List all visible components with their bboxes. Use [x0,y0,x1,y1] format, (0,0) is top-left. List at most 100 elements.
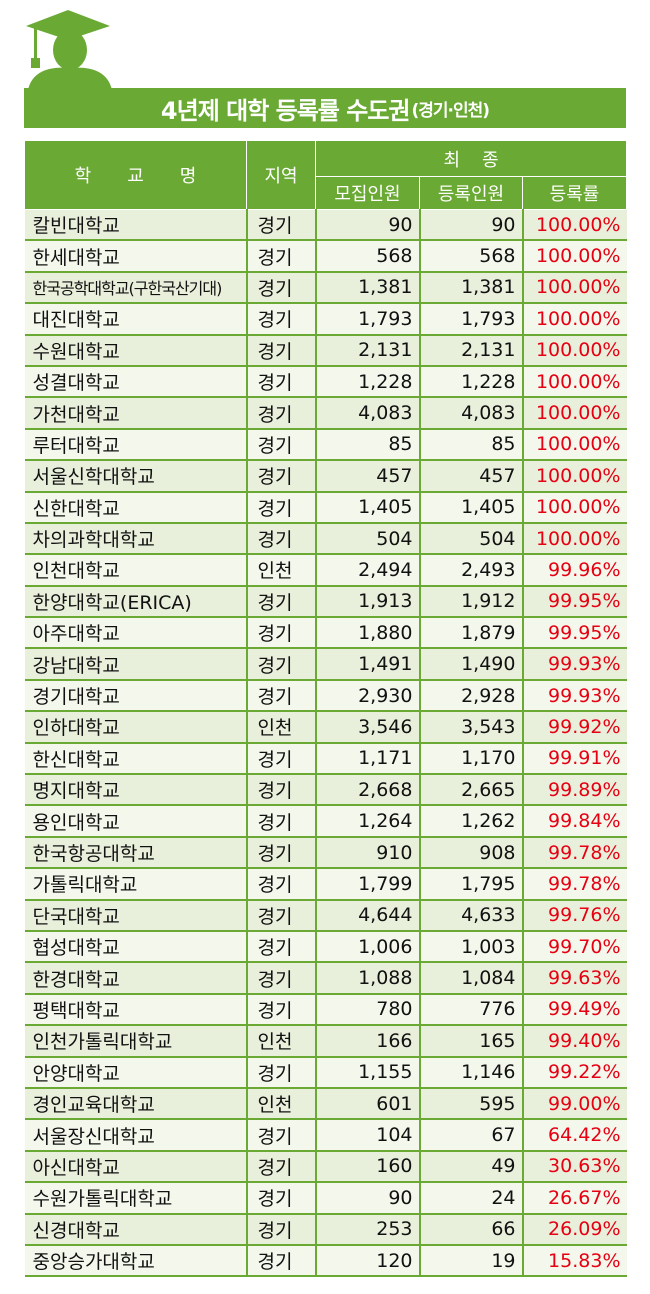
enrolled-count: 3,543 [419,711,524,744]
region: 경기 [246,1182,317,1215]
enrollment-rate: 99.76% [522,899,627,932]
region: 경기 [246,303,317,336]
school-name: 인하대학교 [24,711,248,744]
header-enrolled: 등록인원 [419,176,523,210]
region: 경기 [246,617,317,650]
region: 경기 [246,522,317,556]
recruit-count: 1,405 [315,491,421,524]
table-row: 한세대학교 경기 568 568 100.00% [24,240,627,273]
table-row: 강남대학교 경기 1,491 1,490 99.93% [24,648,627,681]
table-row: 한신대학교 경기 1,171 1,170 99.91% [24,742,627,776]
enrollment-rate: 100.00% [522,240,627,273]
enrollment-rate: 100.00% [522,365,627,399]
table-row: 인천대학교 인천 2,494 2,493 99.96% [24,554,627,587]
recruit-count: 2,131 [315,334,421,367]
header-school: 학교명 [24,140,247,210]
enrollment-rate: 99.78% [522,836,627,870]
region: 경기 [246,240,317,273]
enrolled-count: 2,665 [419,774,524,807]
enrolled-count: 85 [419,428,524,462]
region: 경기 [246,1150,317,1184]
region: 경기 [246,365,317,399]
enrollment-rate: 100.00% [522,491,627,524]
table-row: 평택대학교 경기 780 776 99.49% [24,993,627,1027]
school-name: 경기대학교 [24,679,248,713]
school-name: 안양대학교 [24,1056,248,1089]
region: 인천 [246,711,317,744]
region: 인천 [246,1087,317,1121]
enrolled-count: 1,879 [419,617,524,650]
recruit-count: 1,155 [315,1056,421,1089]
school-name: 한신대학교 [24,742,248,776]
region: 경기 [246,397,317,430]
region: 경기 [246,836,317,870]
region: 경기 [246,491,317,524]
school-name: 서울장신대학교 [24,1119,248,1152]
region: 인천 [246,554,317,587]
school-name: 강남대학교 [24,648,248,681]
enrollment-rate: 100.00% [522,428,627,462]
table-row: 가톨릭대학교 경기 1,799 1,795 99.78% [24,868,627,901]
enrolled-count: 2,493 [419,554,524,587]
school-name: 인천가톨릭대학교 [24,1025,248,1058]
region: 인천 [246,1025,317,1058]
enrolled-count: 595 [419,1087,524,1121]
enrolled-count: 1,003 [419,930,524,964]
recruit-count: 1,880 [315,617,421,650]
enrolled-count: 66 [419,1213,524,1246]
table-row: 한국항공대학교 경기 910 908 99.78% [24,836,627,870]
table-row: 중앙승가대학교 경기 120 19 15.83% [24,1244,627,1278]
enrollment-rate: 100.00% [522,460,627,493]
recruit-count: 1,381 [315,271,421,305]
school-name: 차의과학대학교 [24,522,248,556]
region: 경기 [246,648,317,681]
table-row: 한국공학대학교(구한국산기대) 경기 1,381 1,381 100.00% [24,271,627,305]
school-name: 명지대학교 [24,774,248,807]
enrollment-rate: 100.00% [522,209,627,242]
enrolled-count: 67 [419,1119,524,1152]
region: 경기 [246,460,317,493]
recruit-count: 4,644 [315,899,421,932]
enrolled-count: 1,084 [419,962,524,995]
region: 경기 [246,428,317,462]
table-row: 한경대학교 경기 1,088 1,084 99.63% [24,962,627,995]
table-row: 차의과학대학교 경기 504 504 100.00% [24,522,627,556]
school-name: 대진대학교 [24,303,248,336]
school-name: 한경대학교 [24,962,248,995]
enrollment-rate: 99.93% [522,679,627,713]
region: 경기 [246,899,317,932]
recruit-count: 780 [315,993,421,1027]
region: 경기 [246,271,317,305]
table-row: 단국대학교 경기 4,644 4,633 99.76% [24,899,627,932]
recruit-count: 1,006 [315,930,421,964]
enrollment-rate: 30.63% [522,1150,627,1184]
recruit-count: 166 [315,1025,421,1058]
school-name: 한국항공대학교 [24,836,248,870]
region: 경기 [246,334,317,367]
enrolled-count: 1,146 [419,1056,524,1089]
enrollment-rate: 64.42% [522,1119,627,1152]
table-row: 대진대학교 경기 1,793 1,793 100.00% [24,303,627,336]
school-name: 중앙승가대학교 [24,1244,248,1278]
table-row: 칼빈대학교 경기 90 90 100.00% [24,209,627,242]
table-row: 안양대학교 경기 1,155 1,146 99.22% [24,1056,627,1089]
recruit-count: 2,930 [315,679,421,713]
enrolled-count: 90 [419,209,524,242]
school-name: 평택대학교 [24,993,248,1027]
recruit-count: 1,228 [315,365,421,399]
region: 경기 [246,585,317,619]
table-row: 인천가톨릭대학교 인천 166 165 99.40% [24,1025,627,1058]
table-row: 수원가톨릭대학교 경기 90 24 26.67% [24,1182,627,1215]
school-name: 성결대학교 [24,365,248,399]
recruit-count: 1,799 [315,868,421,901]
enrolled-count: 1,793 [419,303,524,336]
school-name: 인천대학교 [24,554,248,587]
recruit-count: 1,264 [315,805,421,838]
recruit-count: 85 [315,428,421,462]
recruit-count: 3,546 [315,711,421,744]
recruit-count: 1,491 [315,648,421,681]
graduate-silhouette-icon [26,10,112,90]
recruit-count: 457 [315,460,421,493]
table-row: 수원대학교 경기 2,131 2,131 100.00% [24,334,627,367]
header-final: 최종 [315,140,627,177]
